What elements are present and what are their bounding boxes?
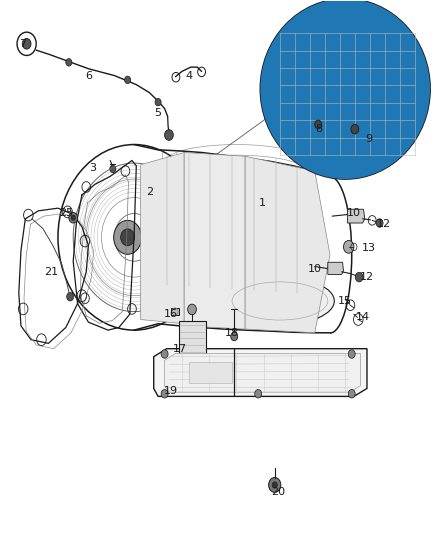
Text: 17: 17 <box>173 344 187 354</box>
Ellipse shape <box>260 0 430 179</box>
Circle shape <box>110 165 116 173</box>
Text: 21: 21 <box>44 267 59 277</box>
Circle shape <box>272 482 277 488</box>
Circle shape <box>187 304 196 315</box>
Circle shape <box>254 390 261 398</box>
Text: 6: 6 <box>85 70 92 80</box>
Circle shape <box>67 293 74 301</box>
Text: 13: 13 <box>362 243 376 253</box>
Polygon shape <box>179 321 205 369</box>
Text: 4: 4 <box>185 70 192 80</box>
Circle shape <box>315 120 322 128</box>
Circle shape <box>161 350 168 358</box>
Circle shape <box>268 478 281 492</box>
Circle shape <box>348 350 355 358</box>
Text: 2: 2 <box>146 187 153 197</box>
Circle shape <box>69 213 78 223</box>
Text: 19: 19 <box>164 386 178 396</box>
Text: 18: 18 <box>225 328 239 338</box>
Circle shape <box>376 219 383 227</box>
Ellipse shape <box>260 0 430 179</box>
Polygon shape <box>188 362 232 383</box>
Polygon shape <box>154 349 367 397</box>
Text: 10: 10 <box>347 208 361 219</box>
Circle shape <box>348 390 355 398</box>
Text: 8: 8 <box>315 124 323 134</box>
Text: 12: 12 <box>360 272 374 282</box>
Circle shape <box>155 99 161 106</box>
Polygon shape <box>171 308 179 316</box>
Text: 20: 20 <box>271 487 285 497</box>
Circle shape <box>165 130 173 140</box>
Polygon shape <box>347 209 365 223</box>
Polygon shape <box>141 152 184 324</box>
Text: 10: 10 <box>308 264 322 274</box>
Text: 1: 1 <box>259 198 266 208</box>
Circle shape <box>22 38 31 49</box>
Text: 5: 5 <box>155 108 162 118</box>
Text: 14: 14 <box>356 312 370 322</box>
Circle shape <box>151 189 156 196</box>
Text: 7: 7 <box>20 39 27 49</box>
Circle shape <box>124 76 131 84</box>
Circle shape <box>71 215 75 220</box>
Polygon shape <box>328 262 343 274</box>
Text: 15: 15 <box>338 296 352 306</box>
Text: 16: 16 <box>164 309 178 319</box>
Text: 9: 9 <box>366 134 373 144</box>
Circle shape <box>120 229 134 246</box>
Circle shape <box>161 390 168 398</box>
Circle shape <box>148 185 159 199</box>
Circle shape <box>343 240 354 253</box>
Circle shape <box>351 124 359 134</box>
Polygon shape <box>184 152 245 329</box>
Polygon shape <box>165 353 360 392</box>
Polygon shape <box>245 156 330 333</box>
Text: 12: 12 <box>377 219 392 229</box>
Circle shape <box>114 220 141 254</box>
Ellipse shape <box>226 277 334 325</box>
Circle shape <box>355 272 363 282</box>
Circle shape <box>66 59 72 66</box>
Circle shape <box>231 332 238 341</box>
Text: 3: 3 <box>89 164 96 173</box>
Text: 25: 25 <box>60 208 74 219</box>
